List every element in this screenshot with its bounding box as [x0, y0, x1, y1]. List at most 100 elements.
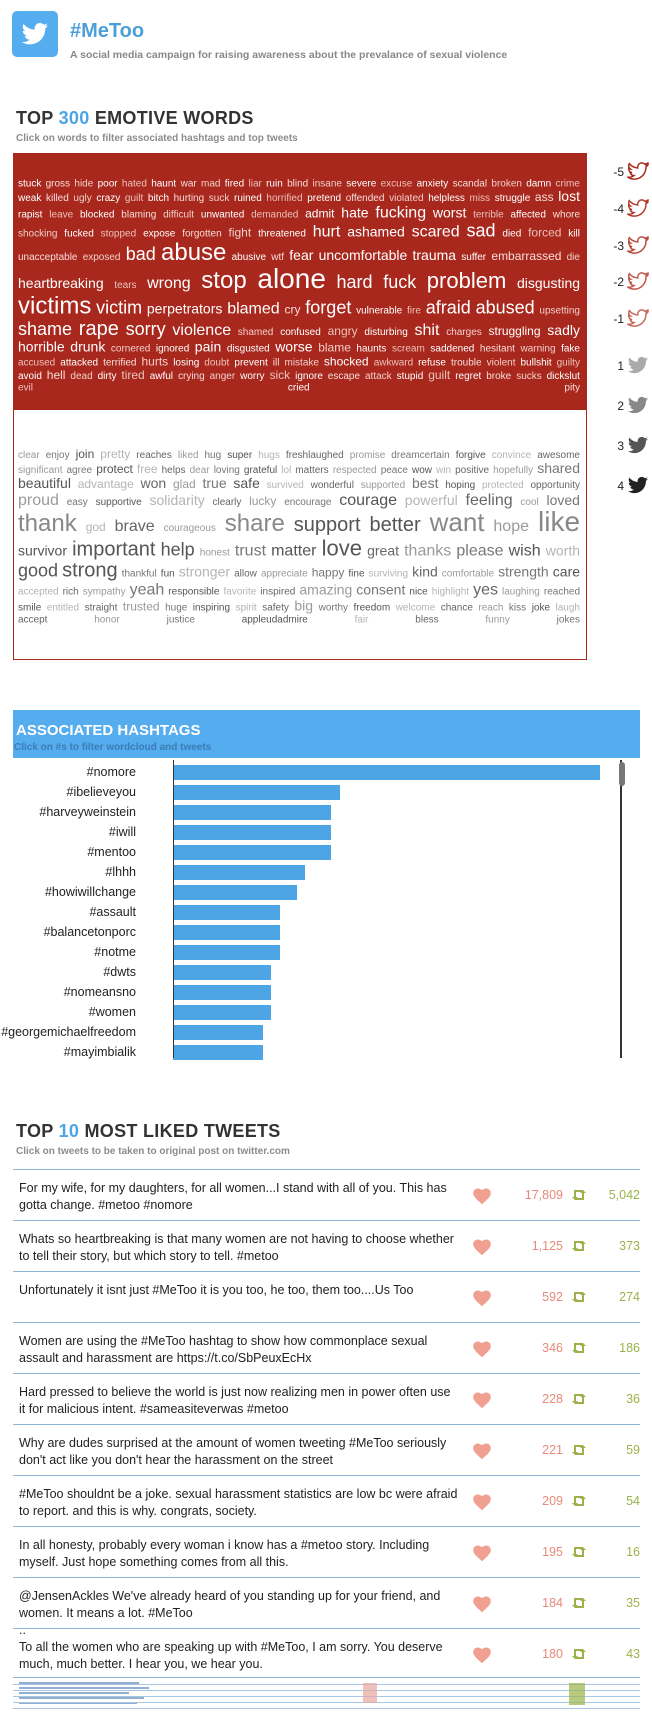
cloud-word[interactable]: sucks: [516, 371, 542, 382]
cloud-word[interactable]: joke: [531, 602, 551, 613]
cloud-word[interactable]: blind: [287, 178, 308, 189]
cloud-word[interactable]: highlight: [432, 587, 469, 598]
cloud-word[interactable]: nice: [409, 587, 428, 598]
cloud-word[interactable]: abuse: [161, 239, 226, 266]
hashtag-bar[interactable]: [173, 1005, 272, 1020]
hashtag-label[interactable]: #howiwillchange: [44, 885, 136, 899]
tweet-row[interactable]: To all the women who are speaking up wit…: [13, 1628, 640, 1679]
cloud-word[interactable]: lost: [558, 188, 580, 204]
legend-item[interactable]: 1: [600, 356, 652, 376]
cloud-word[interactable]: forget: [305, 297, 351, 317]
cloud-word[interactable]: justice: [166, 615, 196, 626]
cloud-word[interactable]: stuck: [18, 178, 42, 189]
cloud-word[interactable]: laugh: [556, 602, 580, 613]
cloud-word[interactable]: loved: [547, 492, 580, 508]
cloud-word[interactable]: hard: [337, 272, 373, 292]
cloud-word[interactable]: accepted: [18, 587, 59, 598]
cloud-word[interactable]: poor: [98, 178, 119, 189]
cloud-word[interactable]: inspired: [260, 587, 295, 598]
cloud-word[interactable]: disgusted: [227, 344, 270, 355]
cloud-word[interactable]: liked: [178, 450, 199, 461]
cloud-word[interactable]: wonderful: [310, 480, 354, 491]
cloud-word[interactable]: stopped: [101, 228, 137, 239]
cloud-word[interactable]: wow: [411, 465, 433, 476]
cloud-word[interactable]: fucking: [375, 205, 426, 222]
cloud-word[interactable]: helpless: [428, 193, 465, 204]
cloud-word[interactable]: confused: [280, 327, 321, 338]
hashtag-label[interactable]: #nomore: [86, 765, 136, 779]
cloud-word[interactable]: miss: [470, 193, 491, 204]
hashtag-row[interactable]: #balancetonporc: [0, 923, 620, 943]
cloud-word[interactable]: broken: [491, 178, 522, 189]
cloud-word[interactable]: awesome: [537, 450, 580, 461]
cloud-word[interactable]: reach: [478, 602, 503, 613]
hashtag-label[interactable]: #mayimbialik: [63, 1045, 136, 1059]
cloud-word[interactable]: dead: [70, 371, 92, 382]
legend-item[interactable]: 4: [600, 476, 652, 496]
tweet-text[interactable]: For my wife, for my daughters, for all w…: [19, 1181, 447, 1212]
cloud-word[interactable]: bless: [415, 615, 438, 626]
hashtag-scrollbar[interactable]: [620, 760, 622, 1058]
cloud-word[interactable]: powerful: [405, 492, 458, 508]
cloud-word[interactable]: insane: [313, 178, 343, 189]
cloud-word[interactable]: trust: [235, 542, 267, 559]
cloud-word[interactable]: wtf: [270, 252, 284, 263]
hashtag-label[interactable]: #balancetonporc: [43, 925, 136, 939]
cloud-word[interactable]: hope: [493, 518, 529, 535]
cloud-word[interactable]: fear: [289, 247, 313, 263]
hashtag-label[interactable]: #lhhh: [105, 865, 136, 879]
cloud-word[interactable]: happy: [312, 566, 345, 580]
cloud-word[interactable]: weak: [17, 193, 42, 204]
hashtag-bar[interactable]: [173, 945, 280, 960]
cloud-word[interactable]: matter: [271, 542, 317, 559]
cloud-word[interactable]: stronger: [179, 564, 231, 580]
cloud-word[interactable]: supported: [361, 480, 405, 491]
hashtag-label[interactable]: #women: [88, 1005, 136, 1019]
cloud-word[interactable]: peace: [381, 465, 409, 476]
cloud-word[interactable]: mad: [201, 178, 220, 189]
cloud-word[interactable]: wrong: [146, 275, 191, 292]
cloud-word[interactable]: worth: [545, 542, 580, 558]
tweet-text[interactable]: #MeToo shouldnt be a joke. sexual harass…: [19, 1487, 458, 1518]
cloud-word[interactable]: cry: [285, 302, 301, 316]
cloud-word[interactable]: problem: [427, 268, 506, 293]
tweet-row[interactable]: #MeToo shouldnt be a joke. sexual harass…: [13, 1475, 640, 1526]
cloud-word[interactable]: disturbing: [364, 327, 407, 338]
cloud-word[interactable]: evil: [18, 383, 33, 394]
tweet-text[interactable]: In all honesty, probably every woman i k…: [19, 1538, 430, 1569]
cloud-word[interactable]: safety: [262, 602, 289, 613]
emotive-word-cloud[interactable]: stuck gross hide poor hated haunt war mad fired l…: [13, 153, 587, 660]
cloud-word[interactable]: dirty: [98, 371, 117, 382]
hashtag-row[interactable]: #ibelieveyou: [0, 783, 620, 803]
cloud-word[interactable]: appleudadmire: [242, 615, 309, 626]
hashtag-bar[interactable]: [173, 785, 340, 800]
cloud-word[interactable]: true: [203, 475, 227, 491]
cloud-word[interactable]: free: [137, 462, 158, 476]
cloud-word[interactable]: forgive: [456, 450, 486, 461]
cloud-word[interactable]: forgotten: [182, 228, 221, 239]
cloud-word[interactable]: proud: [18, 492, 59, 509]
cloud-word[interactable]: violated: [389, 193, 423, 204]
cloud-word[interactable]: hug: [205, 450, 222, 461]
cloud-word[interactable]: suffer: [461, 252, 486, 263]
tweet-text[interactable]: Unfortunately it isnt just #MeToo it is …: [19, 1283, 414, 1297]
cloud-word[interactable]: ugly: [73, 193, 91, 204]
cloud-word[interactable]: drunk: [70, 339, 106, 355]
cloud-word[interactable]: helps: [162, 465, 186, 476]
hashtag-bar[interactable]: [173, 825, 331, 840]
cloud-word[interactable]: attacked: [60, 357, 98, 368]
cloud-word[interactable]: crime: [556, 178, 581, 189]
hashtag-label[interactable]: #nomeansno: [63, 985, 136, 999]
cloud-word[interactable]: fucked: [64, 228, 93, 239]
cloud-word[interactable]: god: [86, 520, 106, 534]
cloud-word[interactable]: courage: [339, 492, 397, 509]
cloud-word[interactable]: abusive: [232, 252, 267, 263]
cloud-word[interactable]: hesitant: [480, 344, 515, 355]
cloud-word[interactable]: won: [140, 475, 167, 491]
cloud-word[interactable]: embarrassed: [491, 249, 561, 263]
cloud-word[interactable]: win: [435, 465, 451, 476]
cloud-word[interactable]: surviving: [369, 569, 408, 580]
cloud-word[interactable]: laughing: [502, 587, 540, 598]
cloud-word[interactable]: clear: [18, 450, 40, 461]
hashtag-label[interactable]: #dwts: [103, 965, 136, 979]
